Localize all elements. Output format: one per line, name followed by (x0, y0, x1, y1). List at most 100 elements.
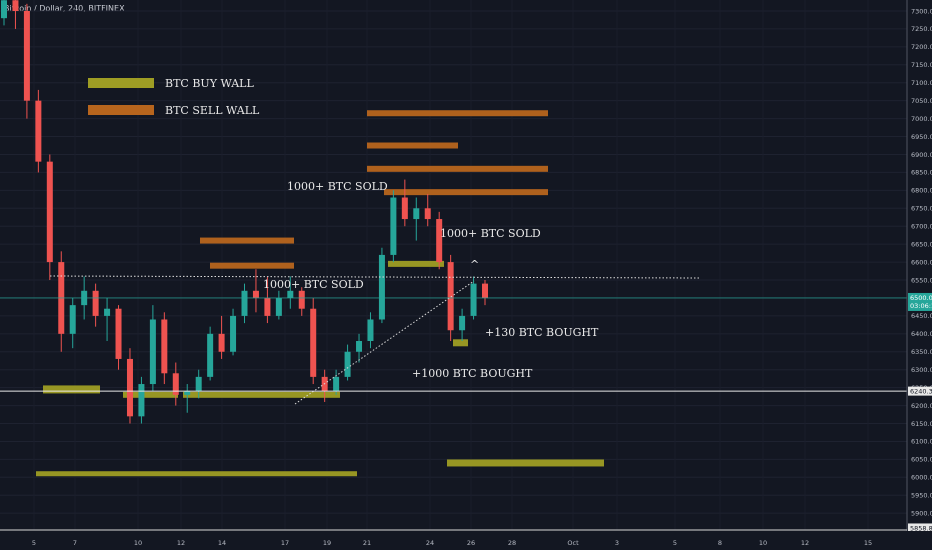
legend-swatch-buy (88, 78, 154, 88)
sell-wall (210, 262, 294, 269)
candle-body (35, 100, 42, 162)
x-tick-label: 19 (323, 539, 331, 547)
y-tick-label: 6050.0 (911, 456, 932, 464)
y-tick-label: 7300.0 (911, 7, 932, 15)
candle-body (241, 290, 248, 316)
candle-body (424, 208, 431, 220)
buy-wall (36, 471, 357, 477)
candle-body (172, 373, 179, 395)
candle-body (252, 290, 259, 298)
candle-body (149, 319, 156, 385)
y-tick-label: 6000.0 (911, 474, 932, 482)
buy-wall (388, 260, 444, 267)
x-tick-label: 10 (134, 539, 142, 547)
candle-body (195, 376, 202, 392)
y-tick-label: 7000.0 (911, 115, 932, 123)
candle-body (69, 305, 76, 334)
x-tick-label: 5 (673, 539, 677, 547)
countdown-tag: 03:06:16 (910, 302, 932, 310)
order-walls (36, 110, 604, 477)
y-tick-label: 7050.0 (911, 97, 932, 105)
annotation-text: 1000+ BTC SOLD (287, 180, 388, 193)
last-price-tag: 6500.0 (910, 294, 932, 302)
y-tick-label: 5900.0 (911, 509, 932, 517)
buy-wall (447, 459, 604, 467)
buy-wall (183, 391, 340, 398)
candle-body (207, 333, 214, 377)
candle-body (184, 391, 191, 395)
y-tick-label: 6950.0 (911, 133, 932, 141)
resistance-dotted-line (49, 275, 701, 279)
x-tick-label: 21 (363, 539, 371, 547)
y-tick-label: 6850.0 (911, 169, 932, 177)
y-tick-label: 6400.0 (911, 330, 932, 338)
y-tick-label: 5950.0 (911, 492, 932, 500)
y-tick-label: 6750.0 (911, 205, 932, 213)
candle-body (367, 319, 374, 342)
candle-body (310, 308, 317, 377)
x-axis: 5 7 10 12 14 17 19 21 24 26 28 Oct 3 5 8 10 12 15 (0, 529, 932, 550)
x-tick-label: 17 (281, 539, 289, 547)
annotation-text: 1000+ BTC SOLD (440, 227, 541, 240)
y-tick-label: 6700.0 (911, 223, 932, 231)
candle-body (344, 351, 351, 377)
x-tick-label: 28 (508, 539, 516, 547)
sell-wall (384, 189, 548, 196)
x-tick-label: 12 (801, 539, 809, 547)
y-tick-label: 6300.0 (911, 366, 932, 374)
candle-body (287, 290, 294, 298)
x-tick-label: 3 (615, 539, 619, 547)
annotations: 1000+ BTC SOLD 1000+ BTC SOLD 1000+ BTC SO… (263, 180, 599, 380)
buy-wall (123, 391, 178, 398)
candle-body (12, 0, 19, 11)
y-tick-label: 6650.0 (911, 240, 932, 248)
sell-wall (200, 237, 294, 244)
x-tick-label: 24 (426, 539, 434, 547)
y-tick-label: 6150.0 (911, 420, 932, 428)
x-tick-label: Oct (567, 539, 579, 547)
candle-body (161, 319, 168, 374)
y-tick-label: 6100.0 (911, 438, 932, 446)
y-tick-label: 6350.0 (911, 348, 932, 356)
legend: BTC BUY WALL BTC SELL WALL (88, 77, 260, 117)
annotation-text: +130 BTC BOUGHT (485, 326, 599, 339)
x-tick-label: 14 (218, 539, 226, 547)
candle-body (436, 219, 443, 263)
chart-header: Bitcoin / Dollar, 240, BITFINEX (4, 4, 125, 13)
candle-body (390, 197, 397, 255)
y-axis-background (907, 0, 932, 550)
x-tick-label: 26 (467, 539, 475, 547)
y-tick-label: 6600.0 (911, 258, 932, 266)
candle-body (447, 262, 454, 331)
candle-body (46, 161, 53, 263)
candle-body (264, 297, 271, 316)
y-tick-label: 7150.0 (911, 61, 932, 69)
legend-label-sell: BTC SELL WALL (165, 104, 260, 117)
y-tick-label: 6800.0 (911, 187, 932, 195)
y-tick-label: 7250.0 (911, 25, 932, 33)
x-tick-label: 12 (177, 539, 185, 547)
last-price-tag-bg (908, 292, 932, 311)
candle-body (459, 315, 466, 331)
bottom-tag: 5858.8 (910, 524, 932, 532)
candle-body (333, 376, 340, 392)
x-tick-label: 15 (864, 539, 872, 547)
y-tick-label: 6200.0 (911, 402, 932, 410)
x-tick-label: 7 (73, 539, 77, 547)
candles (1, 0, 488, 424)
y-axis: 7300.0 7250.0 7200.0 7150.0 7100.0 7050.0 7000… (906, 0, 932, 550)
legend-label-buy: BTC BUY WALL (165, 77, 254, 90)
y-tick-label: 7200.0 (911, 43, 932, 51)
annotation-text: 1000+ BTC SOLD (263, 278, 364, 291)
candle-body (126, 358, 133, 417)
candle-body (92, 290, 99, 316)
sell-wall (367, 110, 548, 117)
bottom-tag-bg (908, 523, 932, 533)
y-tick-label: 6900.0 (911, 151, 932, 159)
y-tick-label: 6450.0 (911, 312, 932, 320)
candle-body (298, 290, 305, 309)
candle-body (275, 297, 282, 316)
candle-body (218, 333, 225, 352)
candle-body (378, 254, 385, 320)
